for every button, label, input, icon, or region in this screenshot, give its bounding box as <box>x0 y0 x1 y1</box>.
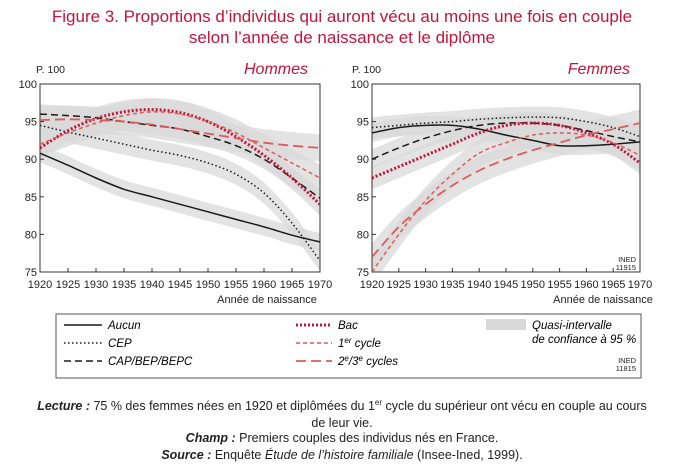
femmes-xtick-label: 1965 <box>601 279 625 291</box>
femmes-ytick-label: 80 <box>357 229 369 241</box>
hommes-xtick-label: 1950 <box>196 279 220 291</box>
left-xlabel: Année de naissance <box>217 294 317 306</box>
legend-label-aucun: Aucun <box>107 320 141 332</box>
femmes-ci-bands <box>372 106 640 272</box>
hommes-series-line-1 <box>40 124 320 262</box>
hommes-series-line-3 <box>40 108 320 206</box>
hommes-ci-band-0 <box>40 144 320 251</box>
hommes-xtick-label: 1965 <box>280 279 304 291</box>
legend-stamp-line2: 11815 <box>616 364 636 373</box>
hommes-ytick-label: 100 <box>19 79 37 91</box>
femmes-xtick-label: 1920 <box>360 279 384 291</box>
source-italic: Étude de l’histoire familiale <box>264 448 414 462</box>
right-xlabel: Année de naissance <box>553 294 653 306</box>
hommes-xtick-label: 1930 <box>84 279 108 291</box>
legend-ci-line2: de confiance à 95 % <box>532 334 636 346</box>
hommes-ytick-label: 80 <box>25 229 37 241</box>
femmes-xtick-label: 1940 <box>467 279 491 291</box>
lecture-note: Lecture : 75 % des femmes nées en 1920 e… <box>0 394 684 432</box>
femmes-xtick-label: 1925 <box>387 279 411 291</box>
femmes-series-line-2 <box>372 122 640 160</box>
hommes-xtick-label: 1945 <box>168 279 192 291</box>
hommes-xtick-label: 1940 <box>140 279 164 291</box>
femmes-series-line-3 <box>372 121 640 180</box>
lecture-label: Lecture : <box>37 399 90 414</box>
left-panel-title: Hommes <box>244 61 308 78</box>
hommes-xtick-label: 1925 <box>56 279 80 291</box>
femmes-ytick-label: 85 <box>357 192 369 204</box>
hommes-series-line-5 <box>40 118 320 149</box>
hommes-xtick-label: 1960 <box>252 279 276 291</box>
hommes-xtick-label: 1970 <box>308 279 332 291</box>
right-y-unit: P. 100 <box>352 64 381 76</box>
hommes-series-line-4 <box>40 111 320 179</box>
femmes-series-lines <box>372 116 640 272</box>
femmes-xtick-label: 1955 <box>547 279 571 291</box>
champ-text: Premiers couples des individus nés en Fr… <box>235 431 499 445</box>
panel-hommes: 75 80 85 90 95 100 1920 1925 1930 1935 1940 1945 195… <box>19 79 333 291</box>
source-label: Source : <box>161 448 212 462</box>
femmes-xtick-label: 1935 <box>440 279 464 291</box>
femmes-ytick-label: 95 <box>357 117 369 129</box>
femmes-xtick-label: 1970 <box>628 279 652 291</box>
legend-label-cep: CEP <box>108 338 132 350</box>
left-y-unit: P. 100 <box>36 64 65 76</box>
hommes-series-line-0 <box>40 152 320 243</box>
femmes-ci-band-5 <box>372 109 640 271</box>
hommes-ytick-label: 90 <box>25 154 37 166</box>
femmes-series-line-5 <box>372 122 640 258</box>
right-panel-title: Femmes <box>568 61 630 78</box>
legend-ci-line1: Quasi-intervalle <box>532 320 612 332</box>
champ-label: Champ : <box>185 431 236 445</box>
lecture-sup: er <box>374 398 383 407</box>
femmes-ytick-label: 75 <box>357 267 369 279</box>
legend-label-bac: Bac <box>338 320 358 332</box>
legend-label-cycle23: 2e/3e cycles <box>337 354 398 368</box>
panel-stamp-line2: 11915 <box>616 263 636 272</box>
hommes-ytick-label: 95 <box>25 117 37 129</box>
legend-stamp-line1: INED <box>618 356 637 365</box>
figure-title-line2: selon l’année de naissance et le diplôme <box>188 28 496 47</box>
femmes-ytick-label: 100 <box>351 79 369 91</box>
hommes-ytick-label: 75 <box>25 267 37 279</box>
hommes-series-lines <box>40 108 320 262</box>
lecture-text-a: 75 % des femmes nées en 1920 et diplômée… <box>90 399 375 414</box>
femmes-xtick-label: 1930 <box>413 279 437 291</box>
legend-box <box>55 313 642 379</box>
legend-label-cap: CAP/BEP/BEPC <box>108 356 193 368</box>
hommes-xtick-label: 1920 <box>28 279 52 291</box>
hommes-xtick-label: 1955 <box>224 279 248 291</box>
femmes-ytick-label: 90 <box>357 154 369 166</box>
legend-label-cycle1: 1er cycle <box>338 336 381 350</box>
lecture-line2: de leur vie. <box>311 416 373 431</box>
champ-note: Champ : Premiers couples des individus n… <box>0 430 684 447</box>
legend-swatch-ci <box>486 319 526 330</box>
femmes-xtick-label: 1960 <box>574 279 598 291</box>
femmes-xtick-label: 1945 <box>494 279 518 291</box>
hommes-series-line-2 <box>40 113 320 199</box>
source-text-a: Enquête <box>211 448 265 462</box>
femmes-series-line-0 <box>372 124 640 147</box>
panel-stamp-line1: INED <box>618 255 637 264</box>
femmes-xtick-label: 1950 <box>521 279 545 291</box>
source-note: Source : Enquête Étude de l’histoire fam… <box>0 447 684 464</box>
source-text-b: (Insee-Ined, 1999). <box>413 448 523 462</box>
figure-title-line1: Figure 3. Proportions d’individus qui au… <box>51 7 633 26</box>
hommes-xtick-label: 1935 <box>112 279 136 291</box>
hommes-ytick-label: 85 <box>25 192 37 204</box>
lecture-text-b: cycle du supérieur ont vécu en couple au… <box>382 399 647 414</box>
